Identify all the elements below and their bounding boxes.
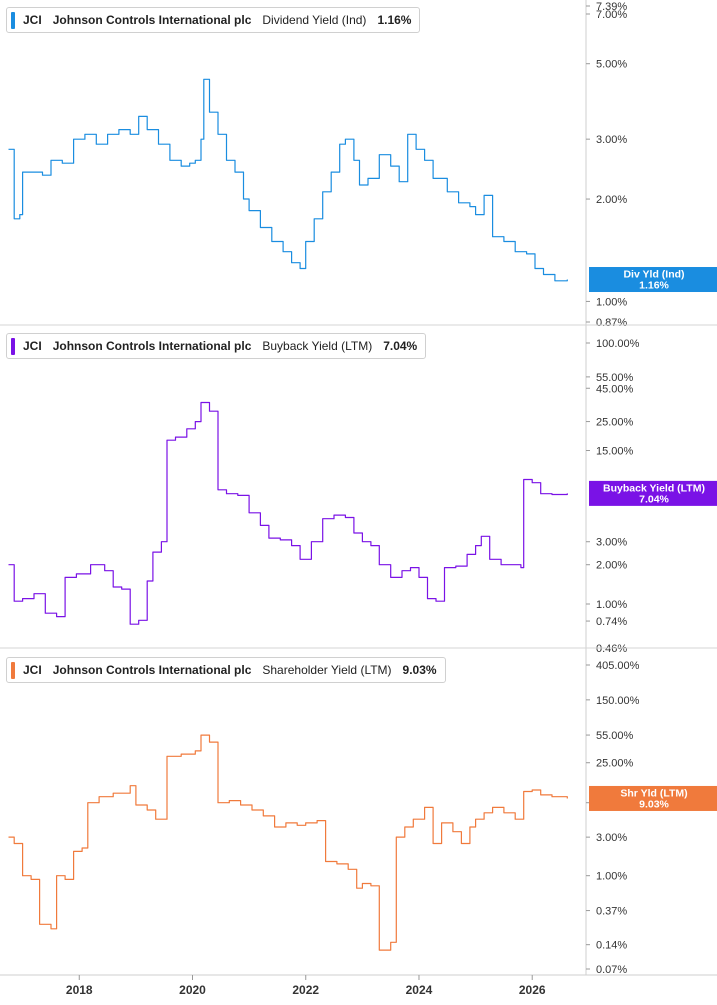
y-tick-label: 150.00% — [596, 695, 640, 707]
legend-metric: Shareholder Yield (LTM) — [262, 663, 392, 677]
flag-label: Div Yld (Ind) — [623, 269, 684, 281]
y-tick-label: 0.87% — [596, 317, 627, 329]
legend-value: 7.04% — [383, 339, 418, 353]
y-tick-label: 55.00% — [596, 372, 634, 384]
legend-metric: Buyback Yield (LTM) — [262, 339, 373, 353]
y-tick-label: 55.00% — [596, 730, 634, 742]
x-axis-ticks: 2018 2020 2022 2024 2026 — [66, 975, 546, 997]
legend-company: Johnson Controls International plc — [52, 339, 252, 353]
y-tick-label: 1.00% — [596, 599, 627, 611]
legend-company: Johnson Controls International plc — [52, 13, 252, 27]
series-line-1 — [8, 401, 568, 625]
y-tick-label: 2.00% — [596, 560, 627, 572]
flag-value: 7.04% — [639, 493, 669, 505]
y-tick-label: 100.00% — [596, 338, 640, 350]
series-line-0 — [8, 78, 568, 282]
flag-background — [589, 267, 717, 293]
y-tick-label: 7.39% — [596, 1, 627, 13]
current-value-flag-1: Buyback Yield (LTM)7.04% — [589, 480, 717, 506]
series-line-2 — [8, 734, 568, 951]
legend-ticker: JCI — [23, 663, 42, 677]
y-tick-label: 25.00% — [596, 417, 634, 429]
legend-metric: Dividend Yield (Ind) — [262, 13, 367, 27]
series-color-swatch — [11, 11, 15, 29]
y-tick-label: 0.37% — [596, 906, 627, 918]
y-axis-ticks-2: 405.00%150.00%55.00%25.00%8.00%3.00%1.00… — [586, 660, 640, 976]
series-color-swatch — [11, 661, 15, 679]
y-tick-label: 3.00% — [596, 832, 627, 844]
legend-ticker: JCI — [23, 13, 42, 27]
y-tick-label: 3.00% — [596, 134, 627, 146]
legend-buyback-yield: JCI Johnson Controls International plc B… — [6, 333, 427, 359]
flag-background — [589, 785, 717, 811]
y-tick-label: 45.00% — [596, 383, 634, 395]
x-tick-label: 2022 — [292, 983, 319, 997]
y-tick-label: 0.07% — [596, 964, 627, 976]
flag-background — [589, 480, 717, 506]
legend-shareholder-yield: JCI Johnson Controls International plc S… — [6, 657, 446, 683]
flag-value: 9.03% — [639, 798, 669, 810]
y-axis-ticks-1: 100.00% 55.00%45.00% 25.00% 15.00% 3.00% 2.00… — [586, 338, 640, 655]
legend-company: Johnson Controls International plc — [52, 663, 252, 677]
y-tick-label: 0.46% — [596, 643, 627, 655]
y-tick-label: 0.74% — [596, 616, 627, 628]
y-tick-label: 15.00% — [596, 446, 634, 458]
x-tick-label: 2024 — [406, 983, 433, 997]
flag-label: Shr Yld (LTM) — [620, 787, 687, 799]
y-tick-label: 2.00% — [596, 194, 627, 206]
y-tick-label: 5.00% — [596, 59, 627, 71]
flag-label: Buyback Yield (LTM) — [603, 482, 705, 494]
legend-value: 9.03% — [402, 663, 437, 677]
legend-dividend-yield: JCI Johnson Controls International plc D… — [6, 7, 421, 33]
y-tick-label: 0.14% — [596, 940, 627, 952]
y-tick-label: 1.00% — [596, 871, 627, 883]
series-color-swatch — [11, 337, 15, 355]
y-tick-label: 1.00% — [596, 296, 627, 308]
y-tick-label: 25.00% — [596, 758, 634, 770]
x-tick-label: 2026 — [519, 983, 546, 997]
legend-value: 1.16% — [377, 13, 412, 27]
legend-ticker: JCI — [23, 339, 42, 353]
x-tick-label: 2020 — [179, 983, 206, 997]
current-value-flag-0: Div Yld (Ind)1.16% — [589, 267, 717, 293]
x-tick-label: 2018 — [66, 983, 93, 997]
y-tick-label: 7.00% — [596, 9, 627, 21]
y-tick-label: 405.00% — [596, 660, 640, 672]
flag-value: 1.16% — [639, 280, 669, 292]
y-axis-ticks-0: 7.39%7.00% 5.00% 3.00% 2.00% 1.00% 0.87% — [586, 1, 627, 329]
current-value-flag-2: Shr Yld (LTM)9.03% — [589, 785, 717, 811]
y-tick-label: 3.00% — [596, 537, 627, 549]
